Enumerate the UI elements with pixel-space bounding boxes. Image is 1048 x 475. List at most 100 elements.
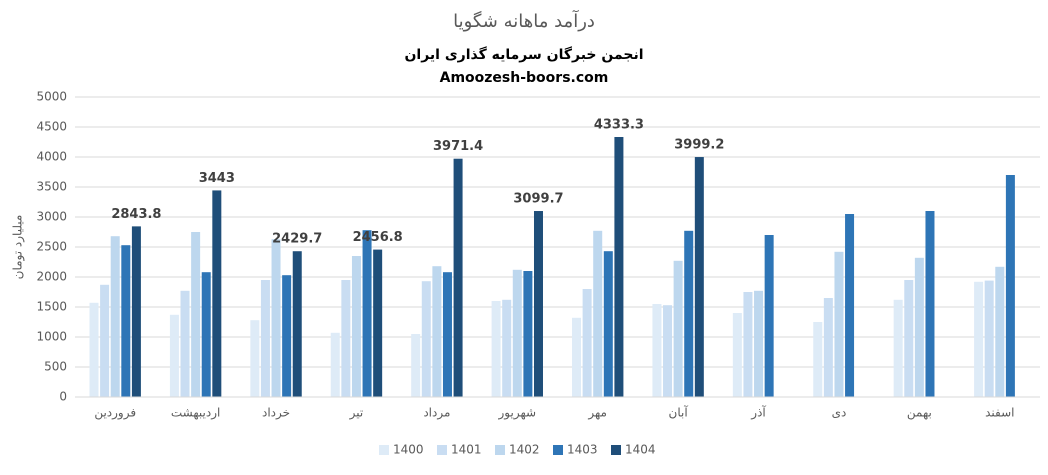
bar [684, 230, 694, 397]
bar [442, 272, 452, 397]
bar [502, 299, 512, 397]
bar [673, 260, 683, 397]
bar [523, 271, 533, 397]
y-tick-label: 4000 [36, 150, 67, 164]
x-tick-label: خرداد [262, 406, 290, 421]
bar [180, 290, 190, 397]
bar [764, 235, 774, 397]
x-tick-label: مرداد [423, 406, 450, 421]
bar [260, 280, 270, 397]
data-label: 3999.2 [674, 138, 724, 153]
bar [823, 298, 833, 397]
bar [271, 239, 281, 397]
bar [614, 137, 624, 397]
legend-label: 1401 [451, 443, 482, 457]
x-tick-label: فروردین [94, 406, 136, 421]
bar [110, 236, 120, 397]
bar [694, 157, 704, 397]
x-tick-label: آبان [669, 405, 689, 420]
bar [593, 230, 603, 397]
bar [131, 226, 141, 397]
y-axis-label: میلیارد تومان [11, 215, 26, 280]
data-label: 2429.7 [272, 232, 322, 247]
bar [191, 232, 201, 397]
y-tick-label: 2000 [36, 270, 67, 284]
data-label: 2456.8 [353, 230, 403, 245]
data-label: 3443 [199, 171, 235, 186]
y-tick-label: 500 [44, 360, 67, 374]
y-tick-label: 1500 [36, 300, 67, 314]
bar [995, 266, 1005, 397]
bar [421, 281, 431, 397]
bar [250, 320, 260, 397]
legend-label: 1400 [393, 443, 424, 457]
bar [893, 299, 903, 397]
bar [743, 292, 753, 397]
x-tick-label: دی [832, 406, 847, 420]
legend-label: 1404 [625, 443, 656, 457]
y-tick-label: 0 [59, 390, 67, 404]
x-tick-label: اردیبهشت [171, 406, 220, 421]
bar [282, 275, 292, 397]
x-tick-label: تیر [349, 406, 364, 421]
bar [169, 314, 179, 397]
bar [212, 190, 222, 397]
chart-title: درآمد ماهانه شگویا [453, 9, 595, 32]
legend-swatch [553, 445, 563, 455]
bar [834, 251, 844, 397]
legend-swatch [611, 445, 621, 455]
bar [100, 284, 110, 397]
bar [984, 280, 994, 397]
bar [813, 322, 823, 397]
bar [453, 158, 463, 397]
bar [754, 290, 764, 397]
legend-label: 1402 [509, 443, 540, 457]
data-label: 3971.4 [433, 139, 483, 154]
bar [512, 269, 522, 397]
data-label: 2843.8 [111, 207, 161, 222]
y-tick-label: 4500 [36, 120, 67, 134]
y-tick-label: 1000 [36, 330, 67, 344]
bar [411, 334, 421, 397]
bar [1005, 175, 1015, 397]
bar [914, 257, 924, 397]
y-tick-label: 2500 [36, 240, 67, 254]
x-tick-label: اسفند [985, 406, 1014, 420]
bar [925, 211, 935, 397]
bar [652, 304, 662, 397]
data-label: 3099.7 [513, 192, 563, 207]
bar [974, 281, 984, 397]
bar [845, 214, 855, 397]
bar [663, 305, 673, 397]
legend-label: 1403 [567, 443, 598, 457]
y-tick-label: 3500 [36, 180, 67, 194]
legend-swatch [379, 445, 389, 455]
bar [121, 245, 131, 397]
bar [904, 280, 914, 397]
x-tick-label: آذر [750, 405, 766, 421]
legend-swatch [495, 445, 505, 455]
bar [491, 301, 501, 397]
y-tick-label: 3000 [36, 210, 67, 224]
x-tick-label: بهمن [907, 406, 932, 421]
chart-subtitle: Amoozesh-boors.com [440, 70, 609, 86]
bar [582, 289, 592, 397]
bar [732, 313, 742, 397]
bar [432, 266, 442, 397]
bar [351, 256, 361, 397]
bar [603, 251, 613, 397]
bar [362, 230, 372, 397]
bar [572, 317, 582, 397]
bar [292, 251, 302, 397]
bar [533, 211, 543, 397]
bar [373, 249, 383, 397]
data-label: 4333.3 [594, 118, 644, 133]
bar [89, 302, 99, 397]
bar [341, 280, 351, 397]
bar [201, 272, 211, 397]
x-tick-label: مهر [587, 406, 607, 421]
legend-swatch [437, 445, 447, 455]
x-tick-label: شهریور [498, 406, 537, 421]
y-tick-label: 5000 [36, 90, 67, 104]
